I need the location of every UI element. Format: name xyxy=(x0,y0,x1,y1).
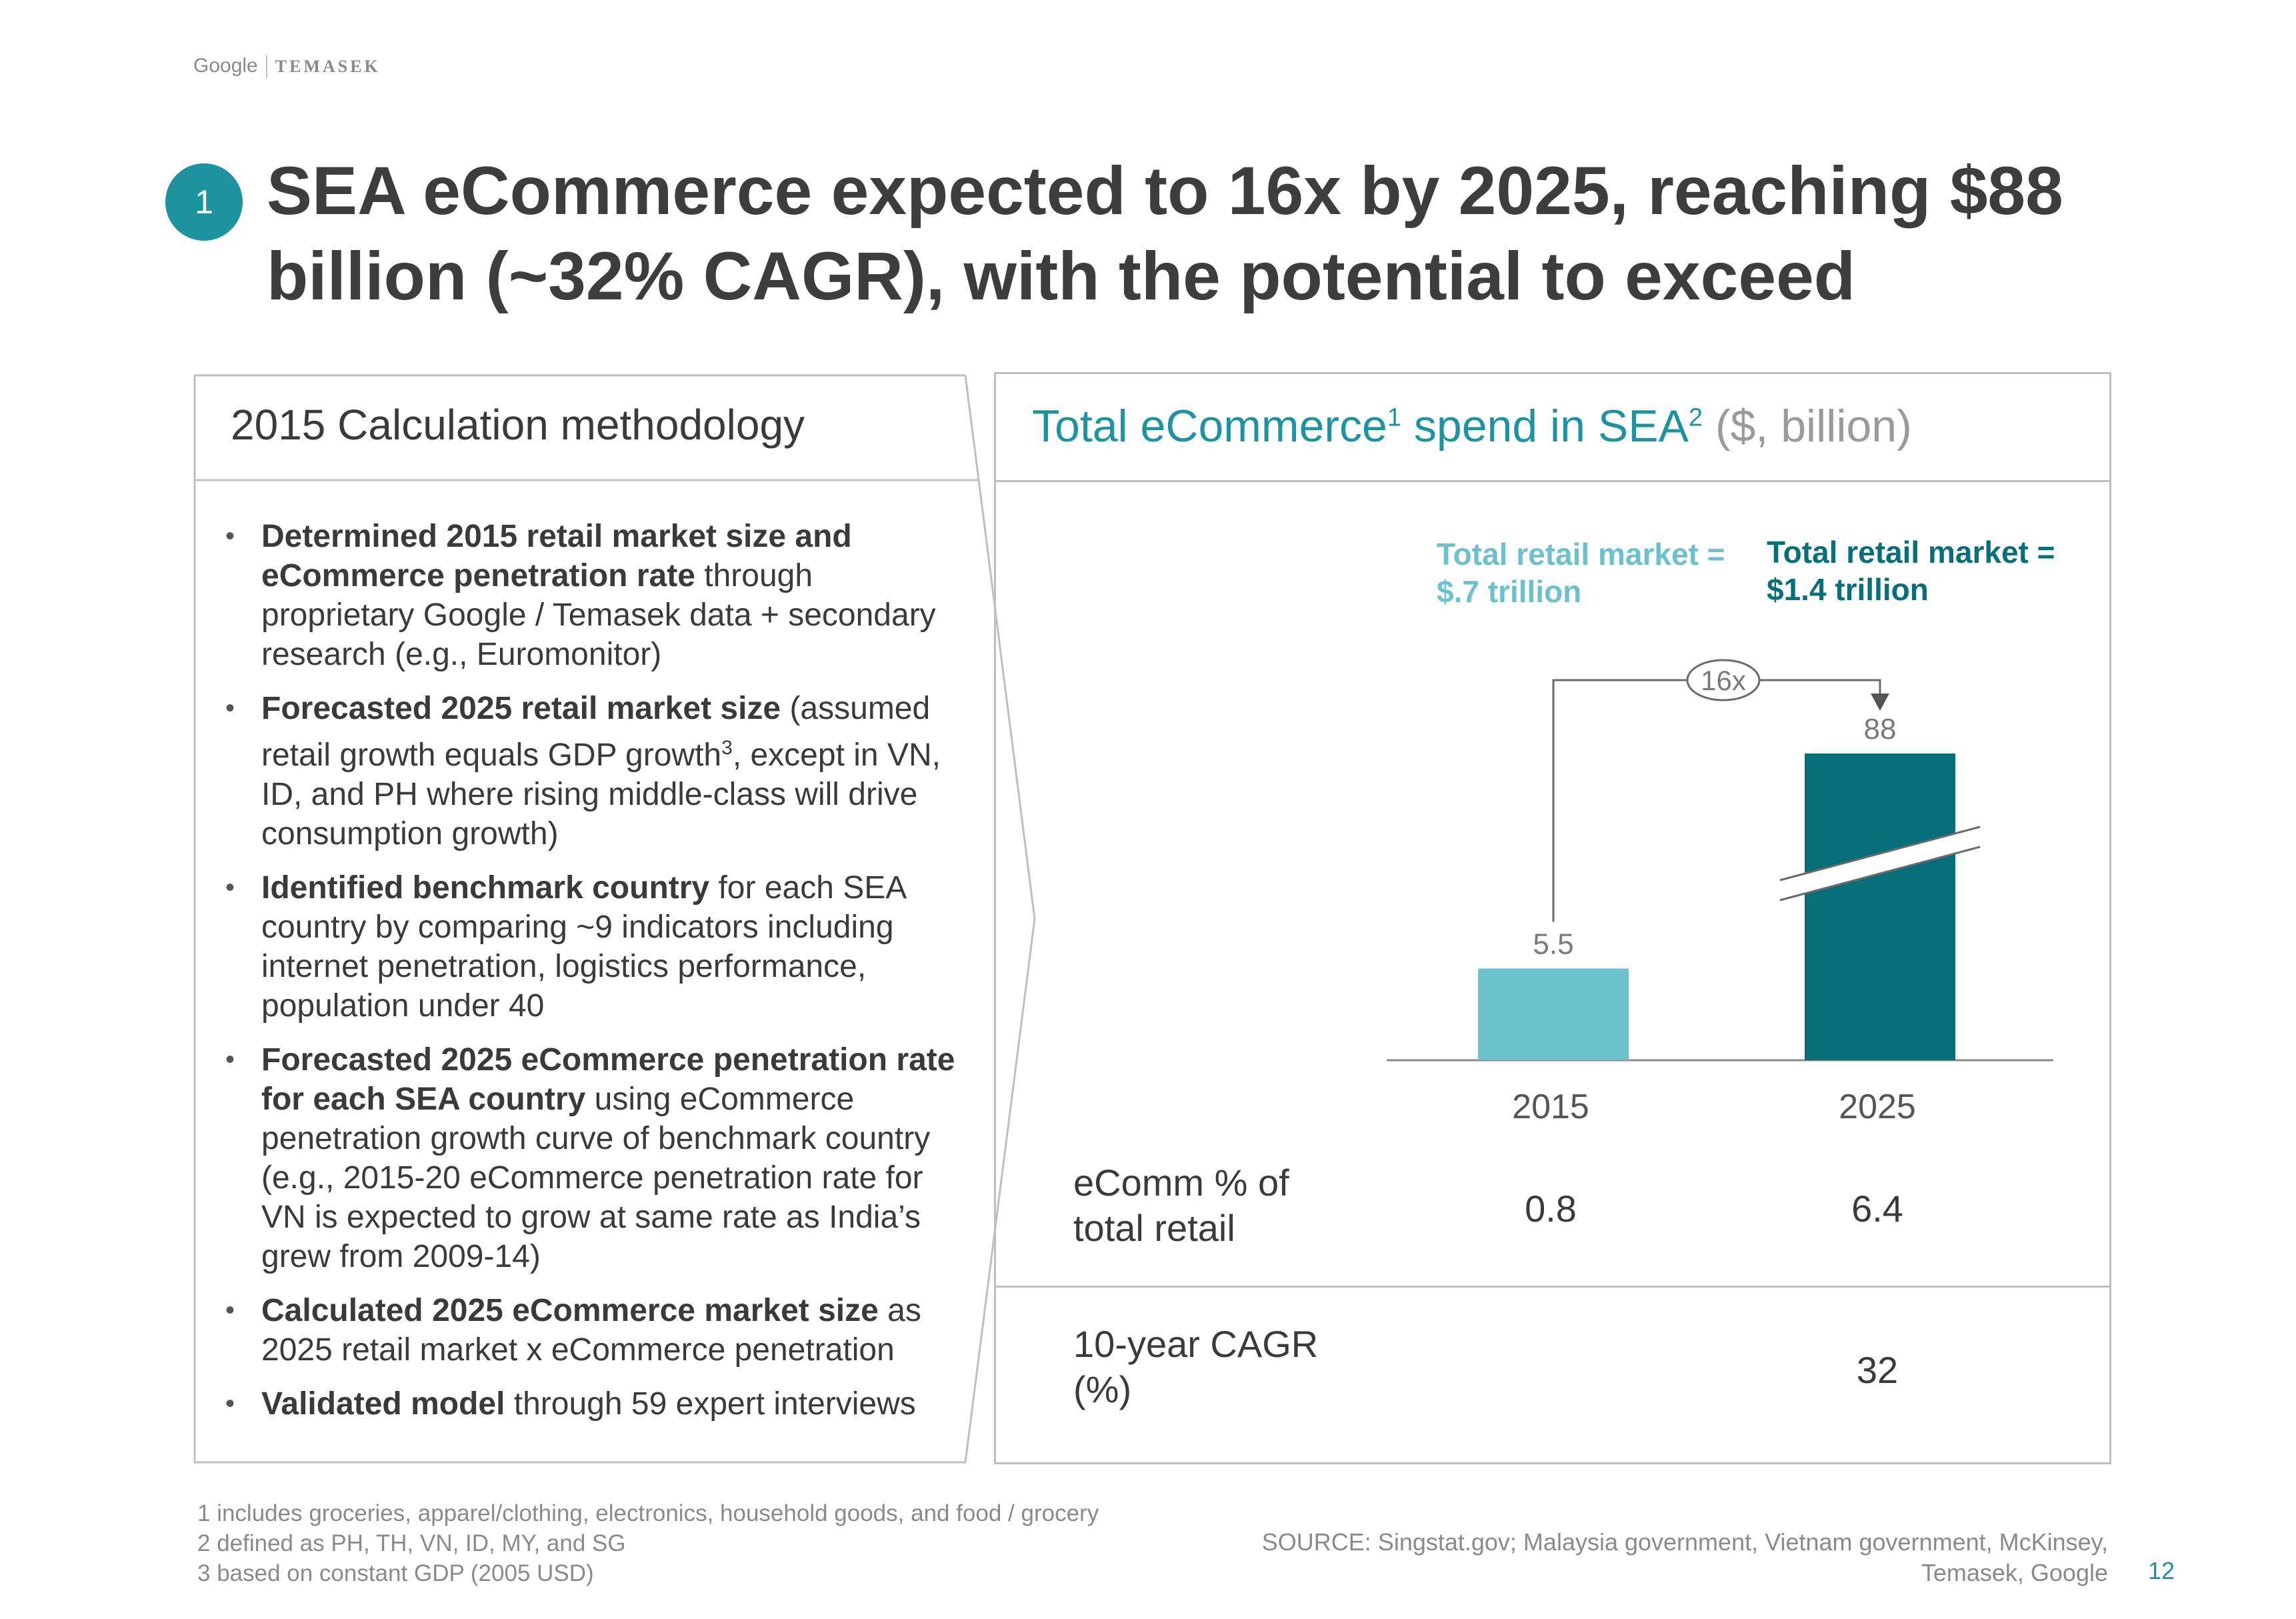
bullet-text: for each SEA country by comparing ~9 ind… xyxy=(261,870,905,1024)
bar-2015 xyxy=(1478,968,1629,1060)
ecommerce-chart-panel xyxy=(994,372,2111,1464)
annotation-line: $1.4 trillion xyxy=(1767,572,1929,607)
footnote: 3 based on constant GDP (2005 USD) xyxy=(197,1560,594,1586)
bullet-text: through proprietary Google / Temasek dat… xyxy=(261,558,936,672)
annotation-line: Total retail market = xyxy=(1767,535,2055,569)
table-row-divider xyxy=(994,1286,2111,1288)
annotation-line: $.7 trillion xyxy=(1437,574,1582,609)
methodology-bullet: • Determined 2015 retail market size and… xyxy=(225,517,959,674)
page-number: 12 xyxy=(2148,1557,2175,1584)
methodology-heading: 2015 Calculation methodology xyxy=(231,401,805,449)
bullet-text: (assumed retail growth equals GDP growth xyxy=(261,691,931,773)
chart-heading-unit: ($, billion) xyxy=(1703,401,1912,451)
bullet-dot: • xyxy=(225,521,235,551)
temasek-logo-text: TEMASEK xyxy=(275,57,381,76)
ecomm-share-row-label: eComm % of total retail xyxy=(1073,1162,1289,1249)
footnote-marker: 1 xyxy=(1387,403,1401,432)
cagr-2025-value: 32 xyxy=(1856,1349,1899,1391)
growth-label: 16x xyxy=(1701,665,1746,696)
footnote: 1 includes groceries, apparel/clothing, … xyxy=(197,1500,1099,1526)
footnote: 2 defined as PH, TH, VN, ID, MY, and SG xyxy=(197,1530,626,1556)
logo-divider xyxy=(265,55,267,79)
chart-heading: Total eCommerce1 spend in SEA2 ($, billi… xyxy=(1032,400,1912,452)
methodology-bullet: • Identified benchmark country for each … xyxy=(225,868,959,1026)
bullet-dot: • xyxy=(225,1045,235,1074)
ecomm-share-2025-value: 6.4 xyxy=(1851,1188,1903,1230)
slide-title: SEA eCommerce expected to 16x by 2025, r… xyxy=(267,153,2063,314)
bullet-dot: • xyxy=(225,1389,235,1418)
google-logo-text: Google xyxy=(193,55,258,77)
axis-break-line xyxy=(1779,846,1981,902)
value-label-2015: 5.5 xyxy=(1533,928,1573,961)
footnote-marker: 2 xyxy=(1688,403,1703,432)
section-number-badge: 1 xyxy=(165,163,243,241)
google-temasek-logo: Google TEMASEK xyxy=(193,55,381,79)
bullet-bold-text: Determined 2015 retail market size and e… xyxy=(261,519,852,593)
axis-break-gap xyxy=(1780,827,1980,900)
retail-market-2025-annotation: Total retail market = $1.4 trillion xyxy=(1767,533,2055,608)
value-label-2025: 88 xyxy=(1864,713,1897,745)
ecomm-share-2015-value: 0.8 xyxy=(1525,1188,1577,1230)
chart-heading-text: Total eCommerce xyxy=(1032,401,1387,451)
methodology-bullet-list: • Determined 2015 retail market size and… xyxy=(225,517,959,1438)
bullet-bold-text: Calculated 2025 eCommerce market size xyxy=(261,1293,879,1328)
methodology-bullet: • Validated model through 59 expert inte… xyxy=(225,1384,959,1424)
cagr-row-label: 10-year CAGR (%) xyxy=(1073,1323,1319,1410)
bar-chart: 5.5 88 16x xyxy=(1387,659,2053,1062)
category-label-2025: 2025 xyxy=(1839,1088,1916,1126)
retail-market-2015-annotation: Total retail market = $.7 trillion xyxy=(1437,535,1725,610)
bullet-dot: • xyxy=(225,693,235,723)
category-label-2015: 2015 xyxy=(1512,1088,1589,1126)
chart-heading-text: spend in SEA xyxy=(1401,401,1689,451)
right-panel-header-divider xyxy=(994,480,2111,482)
bullet-text: using eCommerce penetration growth curve… xyxy=(261,1082,931,1274)
growth-badge xyxy=(1686,659,1761,701)
bullet-bold-text: Forecasted 2025 eCommerce penetration ra… xyxy=(261,1042,955,1117)
bullet-bold-text: Validated model xyxy=(261,1386,505,1422)
source-note: SOURCE: Singstat.gov; Malaysia governmen… xyxy=(1261,1528,2108,1586)
methodology-bullet: • Forecasted 2025 eCommerce penetration … xyxy=(225,1040,959,1276)
methodology-bullet: • Calculated 2025 eCommerce market size … xyxy=(225,1291,959,1370)
methodology-bullet: • Forecasted 2025 retail market size (as… xyxy=(225,689,959,854)
bullet-text: as 2025 retail market x eCommerce penetr… xyxy=(261,1293,921,1368)
bullet-bold-text: Forecasted 2025 retail market size xyxy=(261,691,781,726)
footnote-marker: 3 xyxy=(721,737,733,759)
bullet-dot: • xyxy=(225,1296,235,1325)
bar-2025 xyxy=(1805,753,1955,1060)
axis-break-line xyxy=(1779,826,1981,882)
bullet-text: , except in VN, ID, and PH where rising … xyxy=(261,737,941,852)
bullet-text: through 59 expert interviews xyxy=(505,1386,916,1422)
annotation-line: Total retail market = xyxy=(1437,537,1725,571)
bullet-bold-text: Identified benchmark country xyxy=(261,870,710,906)
growth-arrowhead xyxy=(1871,693,1889,711)
bullet-dot: • xyxy=(225,873,235,902)
footnotes: 1 includes groceries, apparel/clothing, … xyxy=(197,1498,1099,1588)
